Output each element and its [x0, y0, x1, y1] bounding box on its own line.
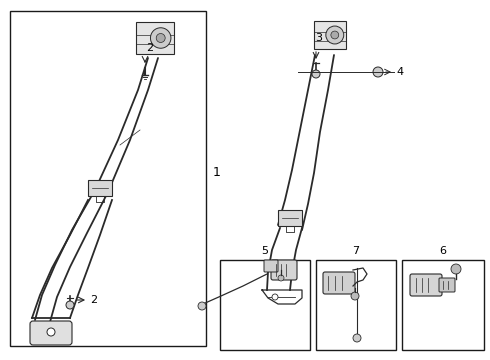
Text: 4: 4	[396, 67, 403, 77]
FancyBboxPatch shape	[410, 274, 442, 296]
Bar	[316, 260, 396, 350]
Bar	[278, 210, 302, 226]
Circle shape	[451, 264, 461, 274]
Circle shape	[373, 67, 383, 77]
Text: 7: 7	[352, 246, 360, 256]
Circle shape	[351, 292, 359, 300]
Circle shape	[272, 294, 278, 300]
Text: 5: 5	[262, 246, 269, 256]
Bar	[88, 180, 112, 196]
Circle shape	[156, 33, 165, 42]
Circle shape	[278, 275, 284, 281]
Circle shape	[326, 26, 344, 44]
Bar	[136, 22, 174, 54]
Bar	[314, 21, 346, 49]
Text: 2: 2	[90, 295, 97, 305]
FancyBboxPatch shape	[264, 260, 278, 272]
Circle shape	[331, 31, 339, 39]
Text: 3: 3	[316, 33, 322, 43]
FancyBboxPatch shape	[271, 260, 297, 280]
Bar	[402, 260, 484, 350]
Circle shape	[198, 302, 206, 310]
FancyBboxPatch shape	[30, 321, 72, 345]
Circle shape	[353, 334, 361, 342]
FancyBboxPatch shape	[323, 272, 355, 294]
FancyBboxPatch shape	[439, 278, 455, 292]
Text: 6: 6	[440, 246, 446, 256]
Circle shape	[150, 28, 171, 48]
Text: 1: 1	[213, 166, 221, 179]
Circle shape	[47, 328, 55, 336]
Circle shape	[312, 70, 320, 78]
Circle shape	[66, 301, 74, 309]
Bar	[10, 11, 206, 346]
Bar	[220, 260, 310, 350]
Text: 2: 2	[147, 43, 153, 53]
